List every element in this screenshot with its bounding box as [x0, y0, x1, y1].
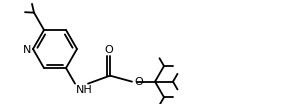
Text: O: O [104, 45, 113, 55]
Text: O: O [134, 77, 143, 87]
Text: N: N [23, 45, 31, 55]
Text: NH: NH [76, 85, 93, 95]
